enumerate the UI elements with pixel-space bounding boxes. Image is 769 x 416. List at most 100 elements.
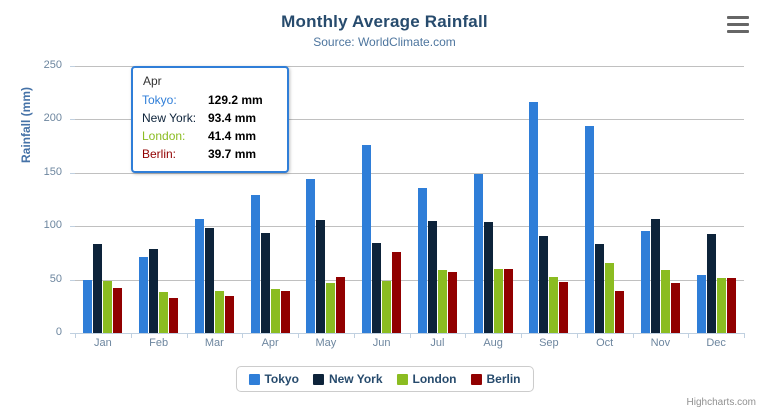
bar-tokyo[interactable] <box>696 274 706 333</box>
chart-legend: Tokyo New York London Berlin <box>235 366 534 392</box>
bar-group <box>521 66 577 333</box>
y-axis-tick-mark <box>70 172 75 174</box>
bar-new-york[interactable] <box>483 221 493 333</box>
tooltip-series-name: New York: <box>142 111 197 125</box>
bar-tokyo[interactable] <box>194 219 204 333</box>
y-axis-tick-label: 250 <box>43 59 62 71</box>
x-axis-tick-mark <box>353 333 355 338</box>
hamburger-menu-icon[interactable] <box>727 16 749 36</box>
x-axis-tick-mark <box>632 333 634 338</box>
legend-item-london[interactable]: London <box>396 372 457 386</box>
x-axis-tick-mark <box>298 333 299 338</box>
bar-london[interactable] <box>660 269 670 333</box>
legend-swatch-icon <box>312 373 324 385</box>
x-axis-tick-label: Jan <box>94 337 112 349</box>
x-axis-tick-label: Feb <box>149 337 169 349</box>
bar-london[interactable] <box>270 288 280 333</box>
tooltip-series-value: 129.2 mm <box>208 93 263 107</box>
bar-berlin[interactable] <box>392 252 402 333</box>
bar-berlin[interactable] <box>670 283 680 333</box>
y-axis-tick-mark <box>70 66 75 67</box>
bar-tokyo[interactable] <box>417 188 427 333</box>
bar-london[interactable] <box>103 280 113 333</box>
bar-new-york[interactable] <box>539 235 549 333</box>
bar-new-york[interactable] <box>427 220 437 333</box>
x-axis-tick-label: Dec <box>706 337 726 349</box>
legend-label: New York <box>328 372 383 386</box>
bar-new-york[interactable] <box>260 233 270 333</box>
tooltip-row: New York: 93.4 mm <box>142 109 278 127</box>
bar-london[interactable] <box>326 282 336 333</box>
tooltip-row: Berlin: 39.7 mm <box>142 145 278 163</box>
legend-swatch-icon <box>396 373 408 385</box>
x-axis-tick-label: Oct <box>596 337 614 349</box>
category-group: Feb <box>130 66 187 349</box>
legend-item-new-york[interactable]: New York <box>312 372 383 386</box>
x-axis-tick-mark <box>242 333 244 338</box>
bar-london[interactable] <box>549 277 559 333</box>
chart-tooltip: Apr Tokyo: 129.2 mm New York: 93.4 mm London… <box>131 66 289 173</box>
bar-tokyo[interactable] <box>529 101 539 333</box>
x-axis-tick-label: Sep <box>539 337 559 349</box>
bar-group <box>242 66 298 333</box>
chart-subtitle: Source: WorldClimate.com <box>313 35 456 49</box>
bar-tokyo[interactable] <box>306 179 316 333</box>
bar-london[interactable] <box>605 263 615 333</box>
bar-group <box>688 66 744 333</box>
x-axis-tick-label: Mar <box>204 337 224 349</box>
x-axis-tick-mark <box>130 333 132 338</box>
bar-tokyo[interactable] <box>473 174 483 333</box>
category-group: Aug <box>465 66 521 349</box>
bar-berlin[interactable] <box>224 296 234 333</box>
bar-new-york[interactable] <box>372 242 382 333</box>
bar-berlin[interactable] <box>447 271 457 333</box>
bar-berlin[interactable] <box>169 297 179 333</box>
bar-berlin[interactable] <box>726 278 736 333</box>
bar-group <box>298 66 354 333</box>
bar-london[interactable] <box>382 281 392 333</box>
tooltip-series-value: 39.7 mm <box>208 147 257 161</box>
bar-new-york[interactable] <box>650 219 660 333</box>
x-axis-tick-label: Apr <box>261 337 279 349</box>
bar-london[interactable] <box>437 270 447 333</box>
y-gridline <box>75 119 744 121</box>
bar-tokyo[interactable] <box>83 279 93 333</box>
hamburger-bar <box>727 16 749 19</box>
bar-group <box>465 66 521 333</box>
bar-tokyo[interactable] <box>640 230 650 333</box>
bar-berlin[interactable] <box>336 276 346 333</box>
legend-item-tokyo[interactable]: Tokyo <box>248 372 299 386</box>
x-axis-tick-mark <box>576 333 578 338</box>
bar-tokyo[interactable] <box>362 145 372 333</box>
credits-link[interactable]: Highcharts.com <box>686 397 756 408</box>
bar-new-york[interactable] <box>595 243 605 333</box>
bar-new-york[interactable] <box>706 234 716 333</box>
bar-new-york[interactable] <box>316 219 326 333</box>
tooltip-series-name: Berlin: <box>142 147 177 161</box>
hamburger-bar <box>727 23 749 26</box>
bar-berlin[interactable] <box>615 291 625 333</box>
bar-berlin[interactable] <box>280 290 290 333</box>
y-axis-tick-mark <box>70 279 75 281</box>
bar-new-york[interactable] <box>149 248 159 333</box>
y-gridline <box>75 226 744 228</box>
category-group: Sep <box>521 66 577 349</box>
bar-tokyo[interactable] <box>250 195 260 333</box>
bar-tokyo[interactable] <box>585 125 595 333</box>
x-axis-tick-mark <box>688 333 690 338</box>
bar-group <box>131 66 187 333</box>
bar-new-york[interactable] <box>93 243 103 333</box>
bar-berlin[interactable] <box>503 268 513 333</box>
bar-berlin[interactable] <box>113 287 123 333</box>
bar-group <box>410 66 466 333</box>
bar-london[interactable] <box>214 291 224 333</box>
bar-tokyo[interactable] <box>139 256 149 333</box>
bar-new-york[interactable] <box>204 227 214 333</box>
tooltip-series-value: 93.4 mm <box>208 111 257 125</box>
bar-berlin[interactable] <box>559 282 569 333</box>
legend-item-berlin[interactable]: Berlin <box>470 372 521 386</box>
bar-london[interactable] <box>493 269 503 333</box>
bar-london[interactable] <box>159 291 169 333</box>
bar-london[interactable] <box>716 278 726 333</box>
y-axis-tick-label: 0 <box>55 326 62 338</box>
